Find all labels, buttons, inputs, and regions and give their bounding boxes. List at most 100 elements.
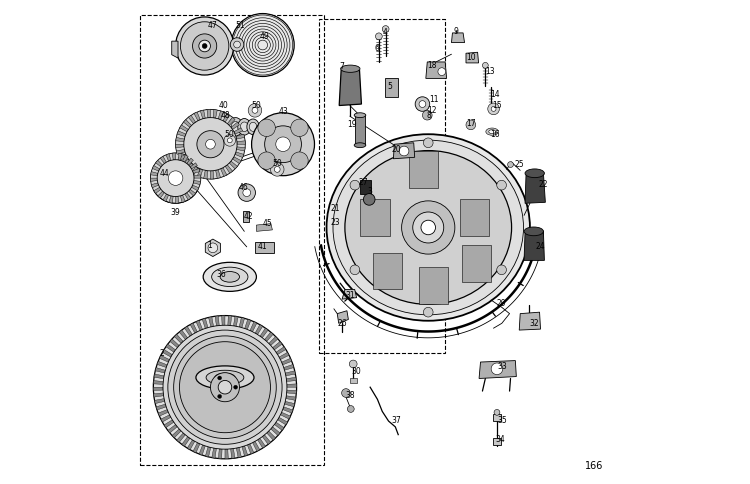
Polygon shape bbox=[186, 163, 194, 171]
Polygon shape bbox=[218, 111, 223, 120]
Polygon shape bbox=[176, 137, 184, 142]
Circle shape bbox=[258, 152, 275, 169]
Polygon shape bbox=[160, 415, 171, 422]
Polygon shape bbox=[197, 169, 202, 178]
Polygon shape bbox=[188, 115, 196, 123]
Text: 2: 2 bbox=[160, 349, 164, 358]
Ellipse shape bbox=[354, 143, 366, 148]
Polygon shape bbox=[194, 175, 201, 178]
Polygon shape bbox=[196, 320, 202, 331]
Polygon shape bbox=[154, 380, 164, 384]
Circle shape bbox=[276, 137, 290, 151]
Polygon shape bbox=[152, 166, 160, 171]
Polygon shape bbox=[180, 195, 185, 202]
Ellipse shape bbox=[247, 119, 259, 135]
Text: 30: 30 bbox=[352, 367, 362, 376]
Circle shape bbox=[274, 166, 280, 172]
Polygon shape bbox=[184, 326, 192, 336]
Polygon shape bbox=[248, 444, 254, 454]
Circle shape bbox=[488, 103, 500, 115]
Polygon shape bbox=[222, 316, 225, 325]
Circle shape bbox=[179, 342, 271, 433]
Text: 24: 24 bbox=[536, 242, 545, 251]
Circle shape bbox=[424, 138, 433, 148]
Polygon shape bbox=[267, 431, 275, 440]
Bar bbox=[140, 15, 324, 465]
Text: 14: 14 bbox=[490, 90, 500, 99]
Polygon shape bbox=[409, 151, 438, 188]
Text: 41: 41 bbox=[258, 242, 268, 251]
Circle shape bbox=[508, 162, 514, 167]
Text: 50: 50 bbox=[224, 130, 234, 139]
Circle shape bbox=[181, 22, 229, 70]
Circle shape bbox=[163, 325, 287, 449]
Circle shape bbox=[347, 406, 354, 412]
Circle shape bbox=[438, 68, 446, 76]
Ellipse shape bbox=[333, 140, 524, 315]
Polygon shape bbox=[234, 128, 243, 134]
Polygon shape bbox=[169, 196, 173, 203]
Ellipse shape bbox=[524, 227, 544, 236]
Polygon shape bbox=[166, 344, 176, 352]
Polygon shape bbox=[228, 316, 232, 326]
Polygon shape bbox=[153, 387, 163, 391]
Circle shape bbox=[230, 38, 244, 51]
Text: 17: 17 bbox=[466, 119, 476, 128]
Circle shape bbox=[413, 212, 444, 243]
Polygon shape bbox=[172, 153, 176, 160]
Polygon shape bbox=[174, 334, 183, 343]
Text: 22: 22 bbox=[538, 181, 548, 189]
Text: 19: 19 bbox=[347, 121, 356, 129]
Circle shape bbox=[496, 265, 506, 275]
Ellipse shape bbox=[206, 370, 244, 385]
Text: 18: 18 bbox=[427, 61, 436, 70]
Polygon shape bbox=[230, 161, 238, 169]
Bar bbox=[320, 19, 446, 353]
Text: 38: 38 bbox=[345, 392, 355, 400]
Circle shape bbox=[206, 139, 215, 149]
Circle shape bbox=[234, 385, 238, 389]
Polygon shape bbox=[227, 117, 235, 125]
Polygon shape bbox=[342, 289, 356, 299]
Circle shape bbox=[291, 152, 308, 169]
Text: 47: 47 bbox=[208, 21, 218, 30]
Ellipse shape bbox=[489, 130, 496, 134]
Polygon shape bbox=[216, 170, 220, 179]
Bar bbox=[243, 211, 249, 222]
Circle shape bbox=[227, 138, 232, 143]
Polygon shape bbox=[170, 339, 179, 348]
Ellipse shape bbox=[525, 169, 544, 178]
Text: 36: 36 bbox=[216, 271, 226, 279]
Circle shape bbox=[176, 109, 245, 179]
Circle shape bbox=[217, 394, 221, 398]
Circle shape bbox=[168, 330, 282, 444]
Circle shape bbox=[494, 409, 500, 415]
Text: 37: 37 bbox=[392, 416, 402, 424]
Polygon shape bbox=[285, 371, 296, 376]
Circle shape bbox=[211, 373, 239, 402]
Polygon shape bbox=[211, 448, 217, 458]
Circle shape bbox=[202, 44, 207, 48]
Text: 13: 13 bbox=[485, 67, 495, 76]
Polygon shape bbox=[157, 362, 167, 367]
Text: 11: 11 bbox=[429, 95, 439, 104]
Circle shape bbox=[341, 389, 350, 397]
Text: 49: 49 bbox=[260, 32, 269, 41]
Polygon shape bbox=[282, 358, 292, 365]
Polygon shape bbox=[163, 194, 169, 201]
Polygon shape bbox=[182, 159, 190, 166]
Text: 40: 40 bbox=[219, 101, 229, 110]
Polygon shape bbox=[236, 134, 244, 139]
Polygon shape bbox=[284, 364, 294, 370]
Polygon shape bbox=[339, 70, 362, 106]
Polygon shape bbox=[231, 122, 239, 129]
Text: 44: 44 bbox=[160, 169, 170, 178]
Text: 9: 9 bbox=[454, 27, 459, 36]
Circle shape bbox=[421, 220, 436, 235]
Polygon shape bbox=[160, 355, 170, 362]
Polygon shape bbox=[265, 332, 273, 341]
Ellipse shape bbox=[340, 65, 360, 72]
Circle shape bbox=[424, 307, 433, 317]
Text: 35: 35 bbox=[497, 416, 507, 424]
Ellipse shape bbox=[354, 113, 366, 118]
